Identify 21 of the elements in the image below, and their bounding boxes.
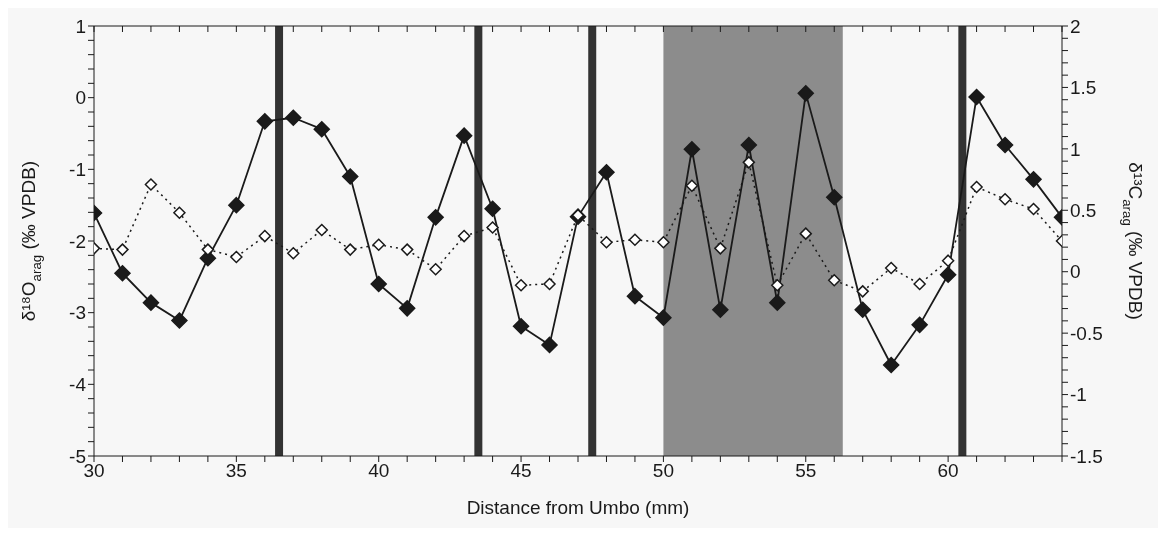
x-tick-label: 35	[225, 460, 247, 482]
y2-tick-label: 0.5	[1070, 200, 1097, 222]
y2-tick-label: -1.5	[1070, 445, 1103, 467]
y-tick-label: 1	[75, 15, 86, 37]
y-tick-label: -3	[69, 302, 86, 324]
x-tick-label: 40	[368, 460, 390, 482]
y2-tick-label: 1.5	[1070, 77, 1097, 99]
y-tick-label: -4	[69, 374, 87, 396]
y2-tick-label: 2	[1070, 15, 1081, 37]
y2-tick-label: -1	[1070, 384, 1087, 406]
y-tick-label: -1	[69, 159, 86, 181]
y2-tick-label: 1	[1070, 138, 1081, 160]
x-tick-label: 50	[652, 460, 674, 482]
x-axis-title: Distance from Umbo (mm)	[466, 497, 690, 518]
x-tick-label: 55	[795, 460, 817, 482]
x-tick-label: 45	[510, 460, 532, 482]
y-tick-label: -2	[69, 230, 86, 252]
y-tick-label: 0	[75, 87, 86, 109]
x-tick-label: 60	[937, 460, 959, 482]
y2-tick-label: -0.5	[1070, 322, 1103, 344]
y2-tick-label: 0	[1070, 261, 1081, 283]
